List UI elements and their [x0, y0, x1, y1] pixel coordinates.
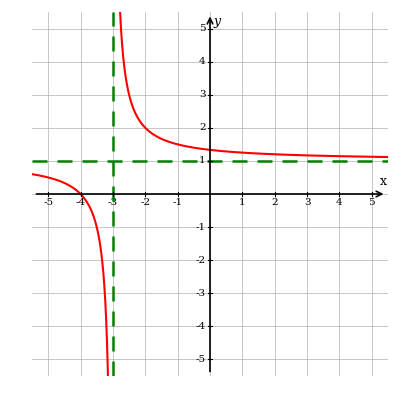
Text: -3: -3: [108, 198, 118, 207]
Text: -2: -2: [140, 198, 150, 207]
Text: -4: -4: [76, 198, 86, 207]
Text: 1: 1: [199, 156, 206, 166]
Text: -2: -2: [196, 256, 206, 265]
Text: 5: 5: [368, 198, 375, 207]
Text: y: y: [214, 15, 221, 28]
Text: 2: 2: [199, 123, 206, 132]
Text: -4: -4: [196, 322, 206, 331]
Text: 4: 4: [199, 57, 206, 66]
Text: -3: -3: [196, 289, 206, 298]
Text: 3: 3: [199, 90, 206, 99]
Text: 1: 1: [239, 198, 246, 207]
Text: x: x: [379, 175, 386, 188]
Text: -1: -1: [172, 198, 183, 207]
Text: -5: -5: [43, 198, 53, 207]
Text: 2: 2: [272, 198, 278, 207]
Text: 3: 3: [304, 198, 310, 207]
Text: -5: -5: [196, 355, 206, 364]
Text: -1: -1: [196, 222, 206, 232]
Text: 5: 5: [199, 24, 206, 33]
Text: 4: 4: [336, 198, 343, 207]
